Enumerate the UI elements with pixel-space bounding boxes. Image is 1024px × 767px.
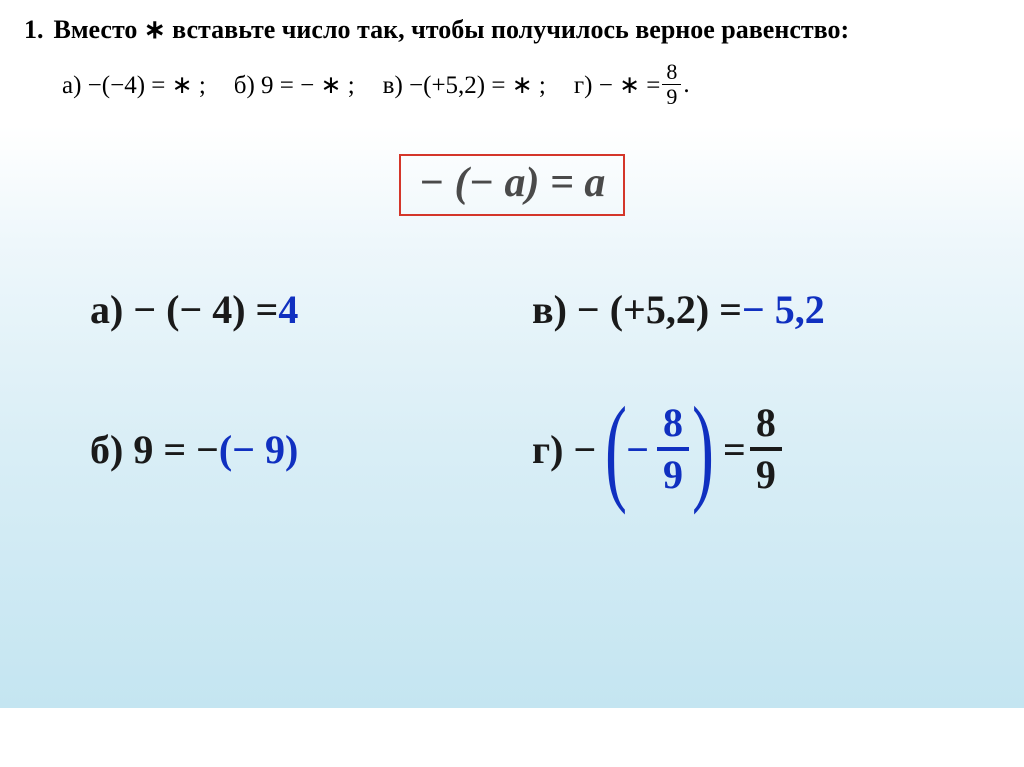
rule-text: − (− a) = a — [419, 160, 606, 206]
answer-g-blue-fraction: 8 9 — [657, 403, 689, 495]
answer-v: в) − (+5,2) = − 5,2 — [532, 286, 934, 333]
left-paren-icon: ( — [605, 407, 627, 491]
solution-area: − (− a) = a а) − (− 4) = 4 в) − (+5,2) =… — [0, 126, 1024, 708]
option-g: г) − ∗ = 8 9 . — [574, 61, 690, 108]
answers-grid: а) − (− 4) = 4 в) − (+5,2) = − 5,2 б) 9 … — [40, 286, 984, 495]
answer-v-value: − 5,2 — [742, 286, 825, 333]
answer-v-lhs: − (+5,2) = — [577, 286, 742, 333]
rule-box: − (− a) = a — [399, 154, 626, 216]
answer-a: а) − (− 4) = 4 — [90, 286, 492, 333]
option-g-frac-den: 9 — [662, 84, 681, 108]
answer-g-inner-minus: − — [626, 426, 649, 473]
answer-v-label: в) — [532, 286, 567, 333]
answer-g-black-fraction: 8 9 — [750, 403, 782, 495]
problem-options: а) −(−4) = ∗ ; б) 9 = − ∗ ; в) −(+5,2) =… — [62, 61, 1000, 108]
answer-g-black-den: 9 — [750, 447, 782, 495]
right-paren-icon: ) — [692, 407, 714, 491]
option-g-suffix: . — [683, 71, 689, 99]
option-g-prefix: г) − ∗ = — [574, 70, 660, 100]
answer-g-blue-num: 8 — [657, 403, 689, 447]
option-g-fraction: 8 9 — [662, 61, 681, 108]
answer-g-equals: = — [723, 426, 746, 473]
answer-b: б) 9 = − (− 9) — [90, 403, 492, 495]
answer-g-black-num: 8 — [750, 403, 782, 447]
problem-number: 1. — [24, 12, 44, 47]
answer-b-value: (− 9) — [219, 426, 298, 473]
option-v: в) −(+5,2) = ∗ ; — [383, 70, 546, 100]
answer-b-lhs: 9 = − — [133, 426, 219, 473]
problem-statement: 1. Вместо ∗ вставьте число так, чтобы по… — [0, 0, 1024, 126]
problem-header: 1. Вместо ∗ вставьте число так, чтобы по… — [24, 12, 1000, 47]
answer-g-label: г) — [532, 426, 563, 473]
answer-a-label: а) — [90, 286, 123, 333]
option-g-frac-num: 8 — [662, 61, 681, 84]
option-b: б) 9 = − ∗ ; — [234, 70, 355, 100]
answer-a-lhs: − (− 4) = — [133, 286, 278, 333]
answer-g: г) − ( − 8 9 ) = 8 9 — [532, 403, 934, 495]
answer-g-paren: ( − 8 9 ) — [596, 403, 723, 495]
problem-text: Вместо ∗ вставьте число так, чтобы получ… — [54, 12, 1001, 47]
answer-b-label: б) — [90, 426, 123, 473]
answer-g-blue-den: 9 — [657, 447, 689, 495]
option-a: а) −(−4) = ∗ ; — [62, 70, 206, 100]
answer-g-minus-out: − — [573, 426, 596, 473]
answer-a-value: 4 — [278, 286, 298, 333]
